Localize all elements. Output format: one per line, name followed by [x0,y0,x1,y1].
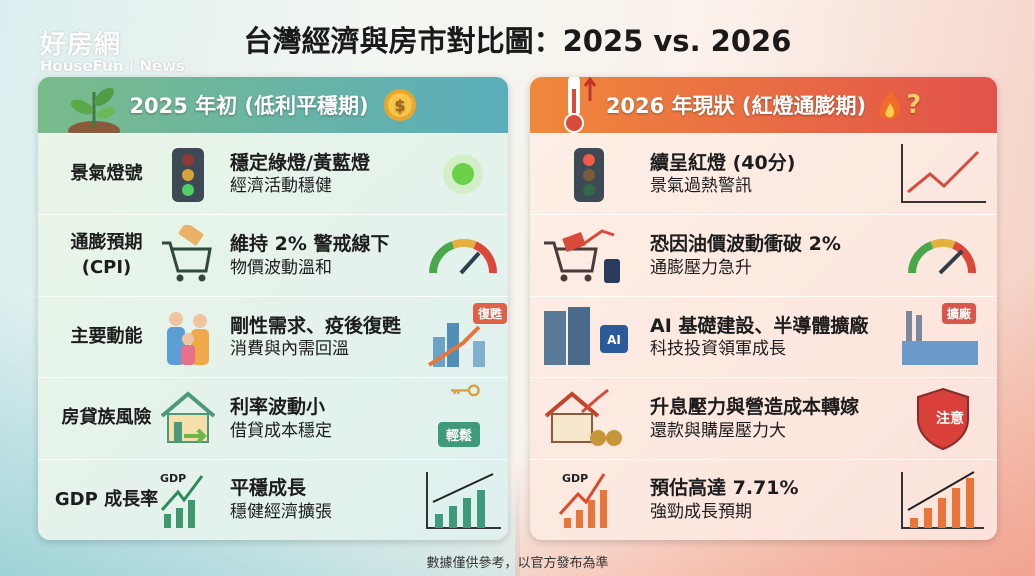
green-light-icon [443,154,483,194]
city-growth-icon [427,322,485,367]
question-icon: ? [906,90,922,120]
row-main: 升息壓力與營造成本轉嫁 [650,395,860,418]
panel-2026: 2026 年現狀 (紅燈通膨期) ? 續呈紅燈 (40分) 景氣過熱警訊 恐因油價… [530,77,997,540]
row-main: 利率波動小 [230,395,326,418]
row-main: 平穩成長 [230,477,307,500]
row-sub: 物價波動溫和 [230,257,332,278]
row-inflation: 恐因油價波動衝破 2% 通膨壓力急升 [530,214,997,295]
row-mortgage-risk: 房貸族風險 利率波動小 借貸成本穩定 輕鬆 [38,377,508,458]
row-sub: 經濟活動穩健 [230,176,332,197]
page-title: 台灣經濟與房市對比圖：2025 vs. 2026 [243,24,792,58]
gdp-chart-icon: GDP [160,472,204,528]
row-label: 通膨預期 (CPI) [54,215,159,295]
shopping-cart-icon [162,225,212,282]
row-main: 維持 2% 警戒線下 [230,233,390,256]
panel-2025: 2025 年初 (低利平穩期) $ 景氣燈號 穩定綠燈/黃藍燈 經濟活動穩健 通膨… [38,77,508,540]
bar-chart-icon [426,471,501,529]
label-line2: (CPI) [81,256,132,278]
coin-icon: $ [383,89,416,121]
row-label: 景氣燈號 [70,163,143,185]
cart-oil-icon [544,229,620,284]
label-line1: 通膨預期 [70,232,143,254]
row-sub: 景氣過熱警訊 [650,176,752,197]
row-sub: 還款與購屋壓力大 [650,420,786,441]
relaxed-badge: 輕鬆 [438,422,481,448]
traffic-light-icon [172,148,204,202]
row-mortgage-risk: 升息壓力與營造成本轉嫁 還款與購屋壓力大 注意 [530,377,997,458]
row-sub: 借貸成本穩定 [230,420,332,441]
row-business-signal: 續呈紅燈 (40分) 景氣過熱警訊 [530,133,997,214]
gauge-icon [429,239,498,275]
row-gdp: GDP 成長率 GDP 平穩成長 穩健經濟擴張 [38,458,508,540]
house-icon [160,391,216,444]
row-label: GDP 成長率 [54,488,159,510]
header-title: 2025 年初 (低利平穩期) [129,94,369,118]
family-icon [167,311,209,365]
row-business-signal: 景氣燈號 穩定綠燈/黃藍燈 經濟活動穩健 [38,133,508,214]
red-traffic-light-icon [574,148,604,202]
caution-badge: 注意 [936,411,964,428]
thermometer-icon [564,77,597,133]
gdp-icon-text: GDP [160,472,186,485]
row-main: 穩定綠燈/黃藍燈 [230,151,370,174]
row-momentum: AI AI 基礎建設、半導體擴廠 科技投資領軍成長 擴廠 [530,295,997,377]
expansion-badge: 擴廠 [942,302,977,324]
row-main: 續呈紅燈 (40分) [650,151,796,174]
footer-disclaimer: 數據僅供參考，以官方發布為準 [426,556,609,571]
line-chart-icon [901,144,986,203]
sprout-icon [68,88,120,133]
recovery-badge: 復甦 [473,302,508,324]
server-ai-chip-icon: AI [544,306,628,365]
panel-header: 2026 年現狀 (紅燈通膨期) ? [530,77,997,133]
gdp-chart-icon: GDP [558,472,607,528]
row-sub: 強勁成長預期 [650,502,752,523]
row-label: 主要動能 [70,325,143,347]
header-title: 2026 年現狀 (紅燈通膨期) [605,94,867,118]
row-main: AI 基礎建設、半導體擴廠 [650,314,869,337]
row-gdp: GDP 預估高達 7.71% 強勁成長預期 [530,458,997,540]
fire-icon [879,89,901,119]
panel-header: 2025 年初 (低利平穩期) $ [38,77,508,133]
row-momentum: 主要動能 剛性需求、疫後復甦 消費與內需回溫 復甦 [38,295,508,377]
key-icon [451,384,480,397]
watermark-en: HouseFun | News [40,57,185,75]
row-sub: 消費與內需回溫 [230,339,349,360]
factory-icon [902,310,978,365]
watermark-logo: 好房網 HouseFun | News [40,24,185,75]
row-sub: 穩健經濟擴張 [230,502,332,523]
row-sub: 科技投資領軍成長 [650,339,786,360]
gauge-icon [908,239,977,275]
row-sub: 通膨壓力急升 [650,257,752,278]
house-money-icon [544,389,622,447]
row-main: 預估高達 7.71% [650,477,799,500]
svg-text:$: $ [394,96,405,115]
shield-icon [917,388,969,451]
gdp-icon-text: GDP [562,472,588,485]
row-main: 恐因油價波動衝破 2% [650,233,841,256]
ai-chip-text: AI [607,333,621,347]
row-inflation: 通膨預期 (CPI) 維持 2% 警戒線下 物價波動溫和 [38,214,508,295]
bar-chart-icon [901,470,984,529]
row-label: 房貸族風險 [61,407,152,429]
row-main: 剛性需求、疫後復甦 [230,314,402,337]
watermark-cn: 好房網 [40,30,122,60]
